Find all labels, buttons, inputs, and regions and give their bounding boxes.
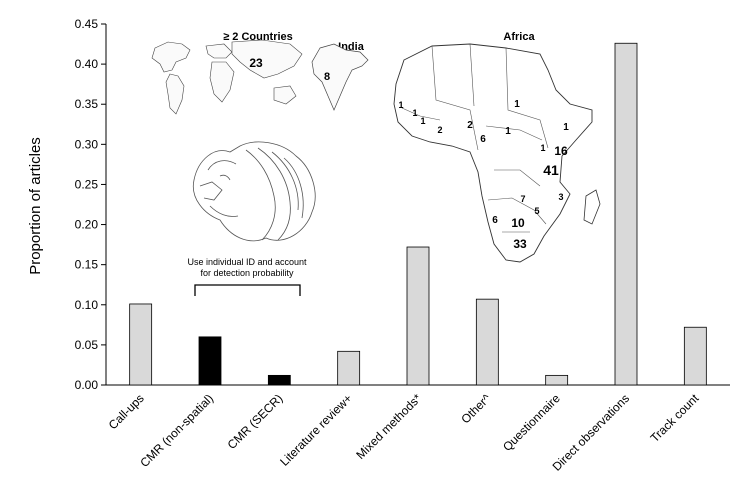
africa-count-label: 41 — [543, 162, 559, 178]
africa-count-label: 5 — [534, 206, 539, 216]
x-category-label: CMR (SECR) — [225, 391, 286, 452]
africa-count-label: 16 — [554, 144, 568, 158]
y-tick-label: 0.05 — [75, 338, 99, 352]
bar-8 — [614, 42, 638, 386]
africa-count-label: 10 — [511, 216, 525, 230]
africa-map-icon — [393, 43, 593, 263]
africa-count-label: 2 — [467, 120, 473, 131]
y-axis-title: Proportion of articles — [27, 137, 44, 275]
y-tick-label: 0.25 — [75, 177, 99, 191]
africa-count-label: 7 — [520, 194, 525, 204]
bar-4 — [337, 350, 361, 386]
world-map-icon — [151, 39, 303, 115]
y-axis-ticks: 0.00 0.05 0.10 0.15 0.20 0.25 0.30 0.35 0.40 0.45 — [75, 17, 106, 392]
lion-illustration — [192, 141, 316, 242]
x-category-label: Questionnaire — [500, 391, 563, 454]
bar-1 — [129, 303, 153, 386]
world-inset-title: ≥ 2 Countries — [223, 31, 293, 43]
africa-count-label: 1 — [420, 116, 425, 126]
africa-borders — [401, 43, 549, 233]
africa-count-label: 1 — [412, 108, 417, 118]
india-map-inset: India 8 — [311, 41, 369, 111]
india-inset-count: 8 — [324, 71, 330, 83]
africa-count-label: 3 — [558, 192, 563, 202]
africa-count-label: 1 — [514, 99, 520, 110]
bracket-line — [194, 284, 301, 296]
africa-inset-title: Africa — [503, 31, 535, 43]
detection-bracket: Use individual ID and account for detect… — [187, 257, 307, 296]
madagascar-icon — [583, 189, 601, 225]
bar-9 — [683, 326, 707, 386]
y-tick-label: 0.15 — [75, 258, 99, 272]
y-tick-label: 0.20 — [75, 218, 99, 232]
africa-count-label: 1 — [398, 100, 403, 110]
x-category-label: Mixed methods* — [353, 391, 424, 462]
africa-count-label: 2 — [437, 125, 442, 135]
africa-count-label: 1 — [505, 126, 511, 137]
africa-count-label: 1 — [540, 143, 545, 153]
y-tick-label: 0.40 — [75, 57, 99, 71]
world-inset-count: 23 — [249, 56, 263, 70]
bar-6 — [475, 298, 499, 386]
y-tick-label: 0.35 — [75, 97, 99, 111]
y-tick-label: 0.45 — [75, 17, 99, 31]
africa-count-label: 33 — [513, 237, 527, 251]
x-category-label: Call-ups — [106, 391, 147, 432]
bar-3 — [267, 374, 291, 386]
x-category-label: Direct observations — [550, 391, 633, 474]
bar-7 — [545, 374, 569, 386]
africa-count-label: 6 — [492, 215, 498, 226]
y-tick-label: 0.10 — [75, 298, 99, 312]
india-map-icon — [311, 43, 369, 111]
y-tick-label: 0.30 — [75, 137, 99, 151]
x-category-label: Track count — [648, 391, 702, 445]
bar-2 — [198, 336, 222, 386]
world-map-inset: ≥ 2 Countries 23 — [151, 31, 303, 115]
x-category-label: Literature review+ — [277, 391, 355, 469]
bracket-annotation-line-1: Use individual ID and account — [187, 257, 307, 267]
africa-count-label: 6 — [480, 134, 486, 145]
x-category-label: CMR (non-spatial) — [137, 391, 216, 470]
bracket-annotation-line-2: for detection probability — [200, 268, 294, 278]
bars — [129, 42, 707, 386]
y-tick-label: 0.00 — [75, 378, 99, 392]
bar-5 — [406, 246, 430, 386]
africa-count-label: 1 — [563, 122, 569, 133]
x-category-label: Other^ — [458, 391, 493, 426]
